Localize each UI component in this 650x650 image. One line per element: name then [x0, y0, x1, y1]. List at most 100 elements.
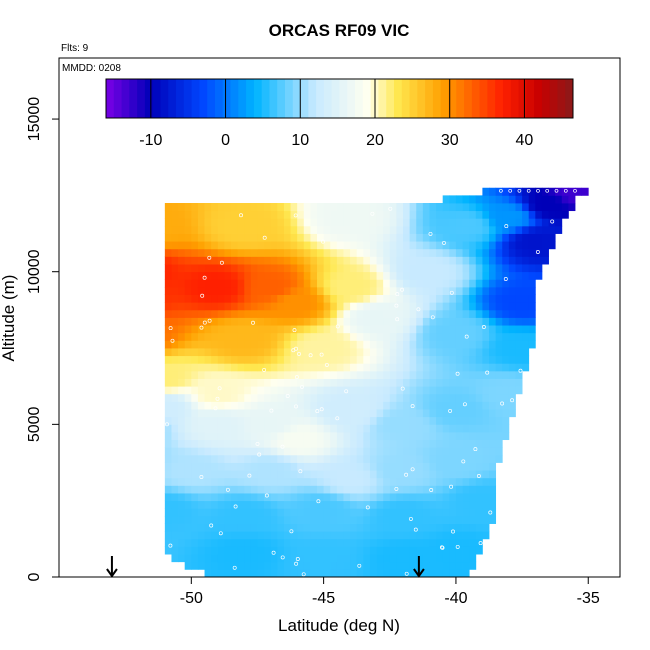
heatmap-cell	[204, 355, 212, 364]
down-arrow-marker	[413, 556, 425, 578]
heatmap-cell	[277, 355, 285, 364]
heatmap-cell	[224, 378, 232, 387]
heatmap-cell	[495, 218, 503, 227]
heatmap-cell	[270, 393, 278, 402]
observation-point	[408, 516, 413, 521]
heatmap-cell	[231, 294, 239, 303]
heatmap-cell	[330, 218, 338, 227]
heatmap-cell	[178, 302, 186, 311]
heatmap-cell	[310, 348, 318, 357]
heatmap-cell	[270, 569, 278, 578]
heatmap-cell	[429, 325, 437, 334]
heatmap-cell	[475, 439, 483, 448]
heatmap-cell	[336, 317, 344, 326]
heatmap-cell	[323, 225, 331, 234]
heatmap-cell	[231, 286, 239, 295]
heatmap-cell	[317, 538, 325, 547]
heatmap-cell	[389, 500, 397, 509]
heatmap-cell	[323, 431, 331, 441]
heatmap-cell	[217, 332, 225, 341]
heatmap-cell	[555, 203, 563, 212]
heatmap-cell	[310, 554, 318, 563]
heatmap-cell	[455, 454, 463, 463]
heatmap-cell	[475, 515, 483, 524]
heatmap-cell	[310, 409, 318, 418]
heatmap-cell	[217, 256, 225, 265]
heatmap-cell	[403, 569, 411, 578]
heatmap-cell	[455, 302, 463, 311]
heatmap-cell	[396, 370, 404, 379]
heatmap-cell	[515, 340, 523, 349]
heatmap-cell	[257, 355, 265, 364]
heatmap-cell	[283, 531, 291, 540]
heatmap-cell	[475, 286, 483, 295]
heatmap-cell	[482, 416, 490, 425]
heatmap-cell	[303, 286, 311, 295]
heatmap-cell	[383, 569, 391, 578]
heatmap-cell	[449, 348, 457, 357]
heatmap-cell	[389, 424, 397, 433]
heatmap-cell	[475, 332, 483, 341]
heatmap-cell	[197, 447, 205, 456]
heatmap-cell	[422, 554, 430, 563]
heatmap-cell	[343, 409, 351, 418]
observation-point	[239, 213, 243, 218]
heatmap-cell	[264, 439, 272, 448]
heatmap-cell	[323, 370, 331, 379]
heatmap-cell	[224, 203, 232, 212]
colorbar-segment	[121, 79, 130, 118]
heatmap-cell	[363, 515, 371, 524]
heatmap-cell	[343, 485, 351, 494]
heatmap-cell	[495, 210, 503, 219]
heatmap-cell	[191, 439, 199, 448]
heatmap-cell	[502, 386, 510, 395]
observation-point	[294, 561, 299, 566]
heatmap-cell	[290, 340, 298, 349]
heatmap-cell	[237, 470, 245, 479]
heatmap-cell	[416, 462, 424, 471]
heatmap-cell	[449, 554, 457, 563]
heatmap-cell	[541, 210, 549, 219]
heatmap-cell	[515, 378, 523, 387]
heatmap-cell	[283, 355, 291, 364]
heatmap-cell	[224, 225, 232, 234]
heatmap-cell	[323, 515, 331, 524]
heatmap-cell	[250, 393, 258, 402]
heatmap-cell	[442, 203, 450, 212]
heatmap-cell	[164, 393, 172, 402]
heatmap-cell	[422, 241, 430, 250]
heatmap-cell	[462, 302, 470, 311]
heatmap-cell	[336, 454, 344, 463]
observation-point	[335, 416, 340, 421]
heatmap-cell	[184, 554, 192, 563]
colorbar-segment	[339, 79, 348, 118]
heatmap-cell	[297, 317, 305, 326]
heatmap-cell	[231, 416, 239, 425]
heatmap-cell	[508, 203, 516, 212]
heatmap-cell	[250, 348, 258, 357]
heatmap-cell	[204, 470, 212, 479]
heatmap-cell	[323, 500, 331, 509]
heatmap-cell	[171, 538, 179, 547]
heatmap-cell	[290, 378, 298, 387]
heatmap-cell	[317, 363, 325, 372]
heatmap-cell	[522, 309, 530, 318]
heatmap-cell	[462, 218, 470, 227]
heatmap-cell	[323, 256, 331, 265]
heatmap-cell	[475, 409, 483, 418]
heatmap-cell	[171, 416, 179, 425]
heatmap-cell	[416, 241, 424, 250]
heatmap-cell	[310, 309, 318, 318]
heatmap-cell	[343, 241, 351, 250]
heatmap-cell	[283, 401, 291, 410]
heatmap-cell	[283, 325, 291, 334]
heatmap-cell	[330, 340, 338, 349]
heatmap-cell	[356, 332, 364, 341]
heatmap-cell	[197, 317, 205, 326]
heatmap-cell	[369, 248, 377, 257]
heatmap-cell	[363, 554, 371, 563]
heatmap-cell	[449, 325, 457, 334]
heatmap-cell	[409, 569, 417, 578]
heatmap-cell	[283, 569, 291, 578]
heatmap-cell	[277, 256, 285, 265]
